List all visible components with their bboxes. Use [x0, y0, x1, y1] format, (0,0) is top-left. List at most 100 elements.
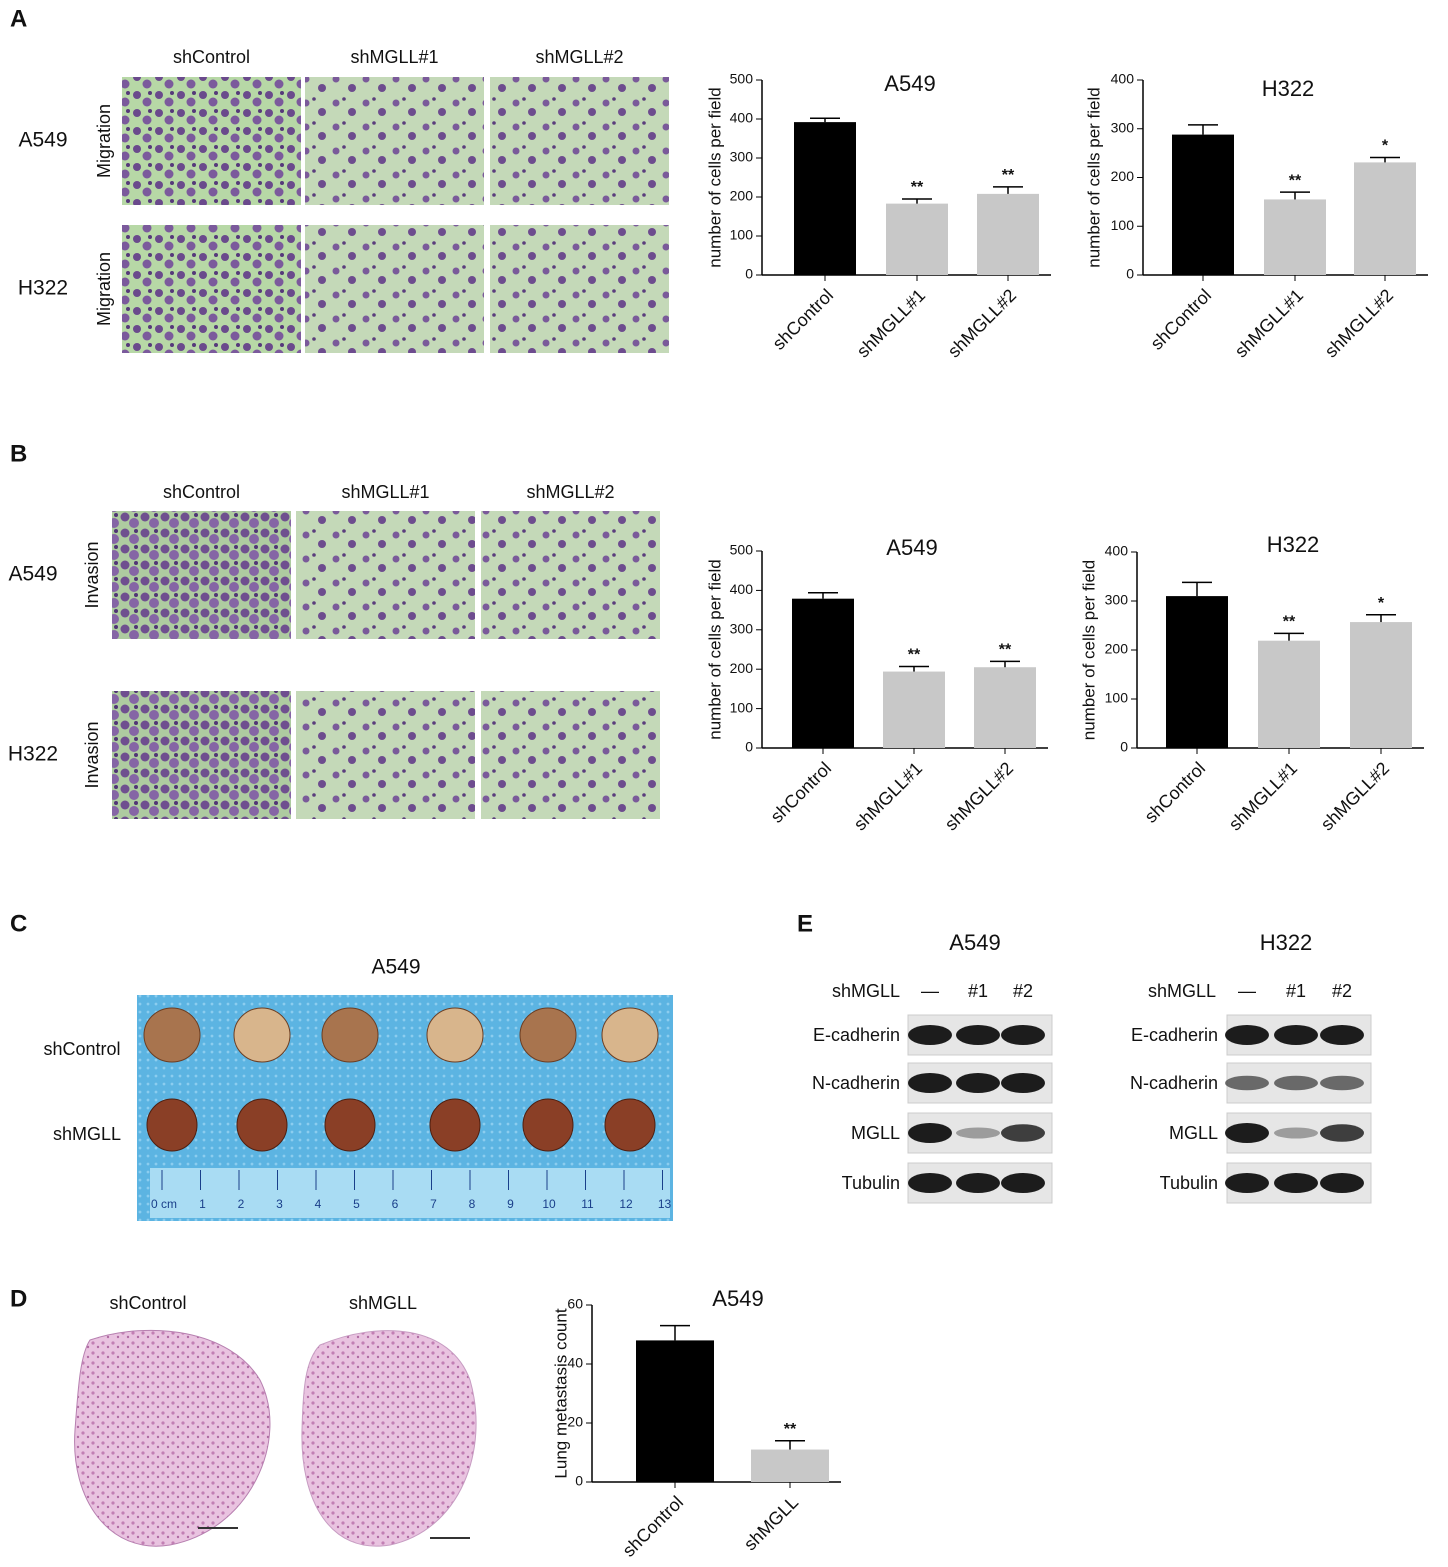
protein-label: Tubulin: [1160, 1173, 1218, 1193]
row-label: A549: [8, 563, 57, 586]
y-axis-label: number of cells per field: [705, 559, 724, 739]
ruler-label: 7: [430, 1197, 437, 1211]
lung: [324, 1098, 376, 1152]
y-axis-label: number of cells per field: [1084, 87, 1103, 267]
lung: [519, 1007, 577, 1063]
x-tick-label: shControl: [769, 285, 838, 354]
lung: [236, 1098, 288, 1152]
protein-label: E-cadherin: [1131, 1025, 1218, 1045]
ruler: [150, 1168, 670, 1218]
blot-title: H322: [1260, 930, 1313, 955]
assay-label: Migration: [94, 104, 114, 178]
row-label: A549: [18, 129, 67, 152]
x-tick-label: shMGLL#2: [1317, 758, 1393, 834]
y-tick-label: 200: [730, 660, 754, 676]
band: [1225, 1173, 1269, 1193]
band: [956, 1173, 1000, 1193]
band: [956, 1073, 1000, 1093]
protein-label: N-cadherin: [1130, 1073, 1218, 1093]
column-header: shControl: [109, 1293, 186, 1313]
significance: *: [1378, 595, 1385, 612]
panel-label: C: [10, 910, 27, 937]
band: [1320, 1075, 1364, 1091]
band: [1001, 1025, 1045, 1045]
y-tick-label: 500: [730, 71, 754, 87]
lane-label: #2: [1013, 981, 1033, 1001]
column-header: shMGLL#1: [341, 482, 429, 502]
band: [908, 1173, 952, 1193]
y-tick-label: 200: [1111, 168, 1135, 184]
x-tick-label: shMGLL: [740, 1492, 802, 1554]
y-tick-label: 0: [745, 266, 753, 282]
bar: [1166, 596, 1228, 748]
assay-label: Invasion: [82, 721, 102, 788]
micrograph: [112, 691, 291, 819]
protein-label: E-cadherin: [813, 1025, 900, 1045]
micrograph: [122, 77, 301, 205]
micrograph: [481, 511, 660, 639]
protein-label: N-cadherin: [812, 1073, 900, 1093]
ruler-label: 10: [542, 1197, 556, 1211]
band: [1001, 1124, 1045, 1142]
ruler-label: 3: [276, 1197, 283, 1211]
lung: [601, 1007, 659, 1063]
y-tick-label: 100: [1105, 690, 1129, 706]
y-tick-label: 100: [1111, 217, 1135, 233]
bar: [794, 122, 856, 276]
bar: [886, 203, 948, 275]
bar: [1354, 162, 1416, 275]
lung: [143, 1007, 201, 1063]
micrograph: [122, 225, 301, 353]
histology: [301, 1330, 477, 1547]
lung: [522, 1098, 574, 1152]
band: [956, 1127, 1000, 1139]
column-header: shMGLL#2: [526, 482, 614, 502]
significance: **: [1002, 167, 1015, 184]
row-label: H322: [18, 277, 68, 300]
y-tick-label: 100: [730, 699, 754, 715]
significance: **: [784, 1421, 797, 1438]
x-tick-label: shControl: [619, 1492, 688, 1561]
band: [908, 1123, 952, 1143]
bar: [1264, 199, 1326, 275]
lane-label: #1: [968, 981, 988, 1001]
band: [1225, 1123, 1269, 1143]
protein-label: Tubulin: [842, 1173, 900, 1193]
band: [1225, 1075, 1269, 1091]
significance: **: [908, 647, 921, 664]
ruler-label: 9: [507, 1197, 514, 1211]
y-tick-label: 60: [567, 1296, 583, 1312]
bar: [1258, 640, 1320, 748]
y-tick-label: 0: [1120, 739, 1128, 755]
lung: [321, 1007, 379, 1063]
column-header: shControl: [163, 482, 240, 502]
micrograph: [305, 77, 484, 205]
y-tick-label: 300: [1111, 119, 1135, 135]
ruler-label: 8: [469, 1197, 476, 1211]
chart-title: H322: [1267, 532, 1320, 557]
micrograph: [296, 691, 475, 819]
lung: [429, 1098, 481, 1152]
micrograph: [490, 225, 669, 353]
lung: [426, 1007, 484, 1063]
ruler-label: 6: [392, 1197, 399, 1211]
band: [1225, 1025, 1269, 1045]
y-tick-label: 500: [730, 542, 754, 558]
y-axis-label: Lung metastasis count: [551, 1308, 570, 1478]
band: [908, 1073, 952, 1093]
significance: **: [1289, 172, 1302, 189]
bar: [1172, 134, 1234, 275]
assay-label: Invasion: [82, 541, 102, 608]
ruler-label: 5: [353, 1197, 360, 1211]
y-tick-label: 200: [1105, 641, 1129, 657]
micrograph: [481, 691, 660, 819]
x-tick-label: shMGLL#2: [941, 758, 1017, 834]
band: [908, 1025, 952, 1045]
ruler-label: 0 cm: [151, 1197, 177, 1211]
ruler-label: 1: [199, 1197, 206, 1211]
significance: *: [1382, 138, 1389, 155]
band: [1001, 1173, 1045, 1193]
column-header: shControl: [173, 47, 250, 67]
assay-label: Migration: [94, 252, 114, 326]
chart-title: A549: [886, 535, 937, 560]
